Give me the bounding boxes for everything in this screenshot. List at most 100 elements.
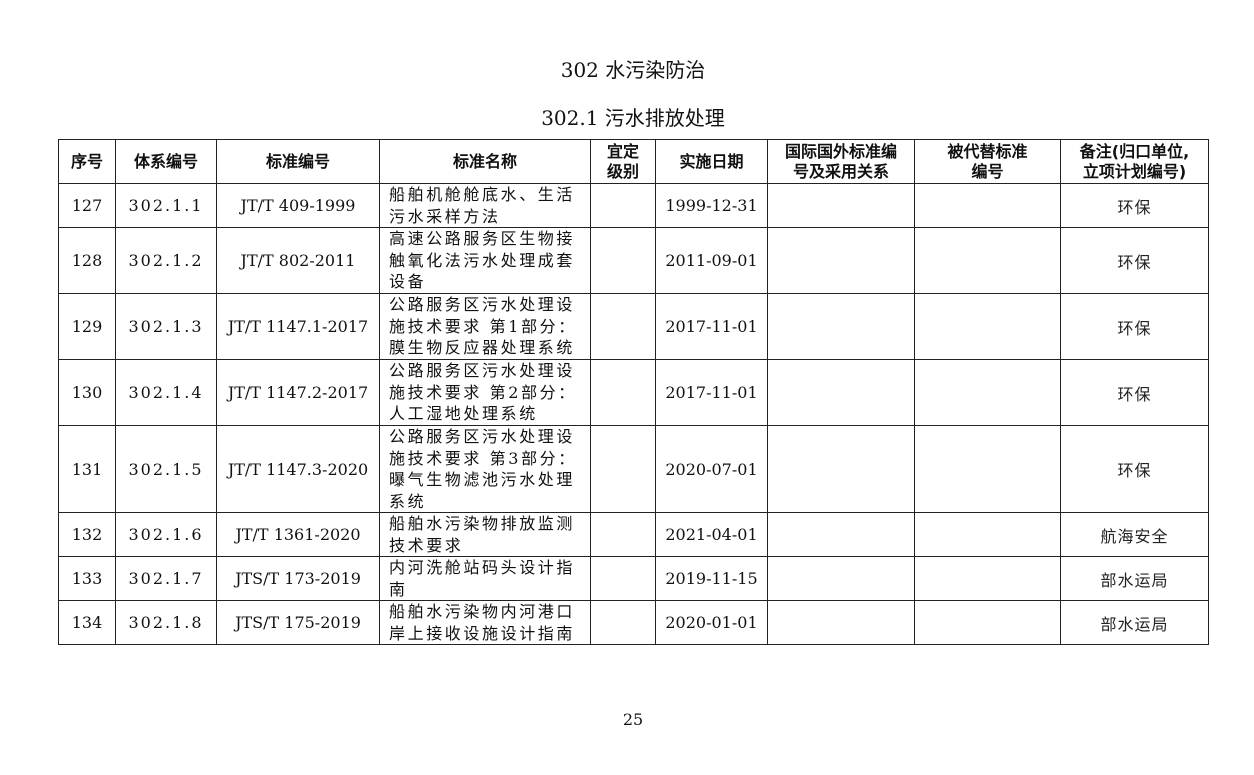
date-cell: 2020-01-01 <box>655 600 768 645</box>
system-no-cell: 302.1.1 <box>115 183 217 228</box>
system-no-cell: 302.1.2 <box>115 227 217 294</box>
header-standard-no: 标准编号 <box>216 139 380 184</box>
seq-cell: 134 <box>58 600 116 645</box>
standards-table: 序号 体系编号 标准编号 标准名称 宜定 级别 实施日期 国际国外标准编 号及采用关系 被代替… <box>58 139 1209 645</box>
standard-name-line: 施技术要求 第2部分： <box>389 382 577 402</box>
table-row: 131 302.1.5 JT/T 1147.3-2020 公路服务区污水处理设 施技术要… <box>58 425 1209 513</box>
seq-cell: 130 <box>58 359 116 426</box>
date-cell: 2017-11-01 <box>655 359 768 426</box>
page-number: 25 <box>622 710 644 729</box>
standard-name-line: 岸上接收设施设计指南 <box>389 623 576 643</box>
level-cell <box>590 512 656 557</box>
standard-name-line: 人工湿地处理系统 <box>389 404 538 424</box>
international-ref-cell <box>767 293 915 360</box>
standard-name-line: 内河洗舱站码头设计指 <box>389 558 576 577</box>
table-row: 133 302.1.7 JTS/T 173-2019 内河洗舱站码头设计指南 2019-… <box>58 556 1209 601</box>
seq-cell: 129 <box>58 293 116 360</box>
standard-name-line: 触氧化法污水处理成套 <box>389 250 576 270</box>
replaced-standard-cell <box>914 293 1061 360</box>
level-cell <box>590 293 656 360</box>
standard-name-line: 系统 <box>389 491 427 511</box>
standard-name-cell: 船舶水污染物排放监测 技术要求 <box>379 512 591 557</box>
standard-name-cell: 公路服务区污水处理设 施技术要求 第1部分： 膜生物反应器处理系统 <box>379 293 591 360</box>
system-no-cell: 302.1.5 <box>115 425 217 513</box>
international-ref-cell <box>767 512 915 557</box>
level-cell <box>590 600 656 645</box>
system-no-cell: 302.1.7 <box>115 556 217 601</box>
header-level: 宜定 级别 <box>590 139 656 184</box>
standard-no-cell: JTS/T 175-2019 <box>216 600 380 645</box>
replaced-standard-cell <box>914 512 1061 557</box>
standard-name-line: 曝气生物滤池污水处理 <box>389 470 576 489</box>
standard-name-line: 施技术要求 第3部分： <box>389 448 577 468</box>
system-no-cell: 302.1.6 <box>115 512 217 557</box>
standard-name-line: 设备 <box>389 272 427 292</box>
table-row: 127 302.1.1 JT/T 409-1999 船舶机舱舱底水、生活 污水采样方法 1… <box>58 183 1209 228</box>
seq-cell: 133 <box>58 556 116 601</box>
system-no-cell: 302.1.3 <box>115 293 217 360</box>
standard-name-line: 公路服务区污水处理设 <box>389 427 576 446</box>
table-row: 129 302.1.3 JT/T 1147.1-2017 公路服务区污水处理设 施技术要… <box>58 293 1209 360</box>
standard-name-line: 公路服务区污水处理设 <box>389 361 576 381</box>
standard-no-cell: JT/T 1147.1-2017 <box>216 293 380 360</box>
table-row: 130 302.1.4 JT/T 1147.2-2017 公路服务区污水处理设 施技术要… <box>58 359 1209 426</box>
subsection-title: 302.1 污水排放处理 <box>541 106 725 130</box>
seq-cell: 127 <box>58 183 116 228</box>
date-cell: 2020-07-01 <box>655 425 768 513</box>
standard-name-cell: 公路服务区污水处理设 施技术要求 第3部分： 曝气生物滤池污水处理 系统 <box>379 425 591 513</box>
table-header-row: 序号 体系编号 标准编号 标准名称 宜定 级别 实施日期 国际国外标准编 号及采用关系 被代替… <box>58 139 1209 184</box>
header-implementation-date: 实施日期 <box>655 139 768 184</box>
standard-no-cell: JT/T 802-2011 <box>216 227 380 294</box>
international-ref-cell <box>767 425 915 513</box>
international-ref-cell <box>767 556 915 601</box>
replaced-standard-cell <box>914 227 1061 294</box>
international-ref-cell <box>767 600 915 645</box>
date-cell: 2011-09-01 <box>655 227 768 294</box>
international-ref-cell <box>767 227 915 294</box>
standard-name-line: 船舶水污染物内河港口 <box>389 602 576 621</box>
date-cell: 1999-12-31 <box>655 183 768 228</box>
level-cell <box>590 359 656 426</box>
system-no-cell: 302.1.4 <box>115 359 217 426</box>
table-row: 128 302.1.2 JT/T 802-2011 高速公路服务区生物接 触氧化法污水处… <box>58 227 1209 294</box>
seq-cell: 132 <box>58 512 116 557</box>
standard-name-line: 技术要求 <box>389 535 464 555</box>
note-cell: 环保 <box>1060 425 1209 513</box>
note-cell: 部水运局 <box>1060 556 1209 601</box>
standard-no-cell: JT/T 409-1999 <box>216 183 380 228</box>
standard-name-line: 高速公路服务区生物接 <box>389 229 576 249</box>
system-no-cell: 302.1.8 <box>115 600 217 645</box>
standard-name-line: 船舶水污染物排放监测 <box>389 514 576 533</box>
note-cell: 环保 <box>1060 359 1209 426</box>
standard-name-cell: 内河洗舱站码头设计指南 <box>379 556 591 601</box>
note-cell: 航海安全 <box>1060 512 1209 557</box>
date-cell: 2019-11-15 <box>655 556 768 601</box>
header-replaced-standard: 被代替标准 编号 <box>914 139 1061 184</box>
header-seq: 序号 <box>58 139 116 184</box>
level-cell <box>590 183 656 228</box>
standard-name-line: 施技术要求 第1部分： <box>389 316 577 336</box>
note-cell: 环保 <box>1060 293 1209 360</box>
header-note: 备注(归口单位, 立项计划编号) <box>1060 139 1209 184</box>
note-cell: 环保 <box>1060 183 1209 228</box>
header-system-no: 体系编号 <box>115 139 217 184</box>
replaced-standard-cell <box>914 425 1061 513</box>
note-cell: 部水运局 <box>1060 600 1209 645</box>
replaced-standard-cell <box>914 600 1061 645</box>
standard-name-cell: 船舶机舱舱底水、生活 污水采样方法 <box>379 183 591 228</box>
standard-name-line: 污水采样方法 <box>389 206 501 226</box>
header-standard-name: 标准名称 <box>379 139 591 184</box>
header-international-ref: 国际国外标准编 号及采用关系 <box>767 139 915 184</box>
level-cell <box>590 556 656 601</box>
standard-name-cell: 高速公路服务区生物接 触氧化法污水处理成套 设备 <box>379 227 591 294</box>
standard-no-cell: JT/T 1147.3-2020 <box>216 425 380 513</box>
standard-name-line: 船舶机舱舱底水、生活 <box>389 185 576 204</box>
standard-no-cell: JT/T 1361-2020 <box>216 512 380 557</box>
international-ref-cell <box>767 183 915 228</box>
international-ref-cell <box>767 359 915 426</box>
level-cell <box>590 425 656 513</box>
date-cell: 2017-11-01 <box>655 293 768 360</box>
standard-name-cell: 船舶水污染物内河港口 岸上接收设施设计指南 <box>379 600 591 645</box>
standard-name-line: 公路服务区污水处理设 <box>389 295 576 315</box>
replaced-standard-cell <box>914 183 1061 228</box>
